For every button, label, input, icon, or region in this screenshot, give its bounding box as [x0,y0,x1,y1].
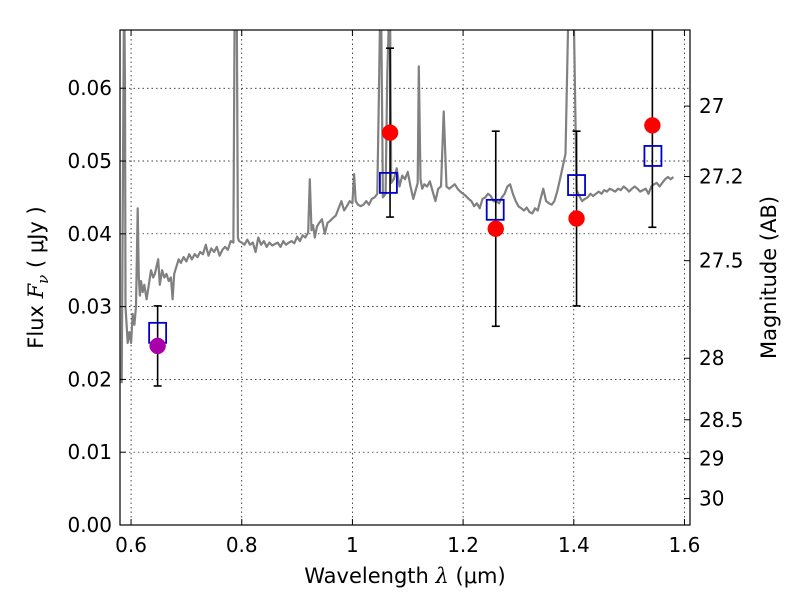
model-photometry-square [567,174,586,196]
model-photometry-square [378,171,398,194]
model-photometry-square [643,145,663,167]
observed-flux-point [487,220,505,237]
y-tick-label: 0.00 [67,513,112,537]
y2-tick-label: 27 [699,94,724,118]
y2-tick-label: 27.2 [699,165,744,189]
axis-ticks: 0.6 0.8 1 1.2 1.4 1.6 0.00 0.01 0.02 0.03 0.04 0.05… [67,30,744,557]
y2-tick-label: 28.5 [699,408,744,432]
y-tick-label: 0.06 [67,76,112,100]
observed-flux-point [568,210,585,227]
observed-flux-point [149,337,166,355]
observed-flux-point [644,117,661,134]
x-tick-label: 1.4 [558,533,590,557]
x-tick-label: 1.6 [669,533,701,557]
x-tick-label: 0.6 [115,533,147,557]
plot-frame [119,29,691,526]
y2-tick-label: 27.5 [699,249,744,273]
y2-tick-label: 29 [699,447,724,471]
x-tick-label: 1.2 [447,533,479,557]
model-spectrum-line [120,30,675,384]
y2-tick-label: 30 [699,487,724,511]
y-tick-label: 0.02 [67,367,112,391]
y-tick-label: 0.05 [67,149,112,173]
x-tick-label: 0.8 [226,533,258,557]
y2-axis-label: Magnitude (AB) [757,196,781,359]
plot-area [120,30,675,387]
y-axis-label: Flux Fν ( μJy ) [24,206,52,348]
model-photometry-square [485,198,505,221]
x-tick-label: 1 [346,533,359,557]
grid-lines [120,30,690,526]
y2-tick-label: 28 [699,346,724,370]
x-axis-label: Wavelength λ (μm) [304,564,505,588]
y-tick-label: 0.01 [67,440,112,464]
y-tick-label: 0.03 [67,295,112,319]
y-tick-label: 0.04 [67,222,112,246]
observed-flux-point [381,124,399,141]
